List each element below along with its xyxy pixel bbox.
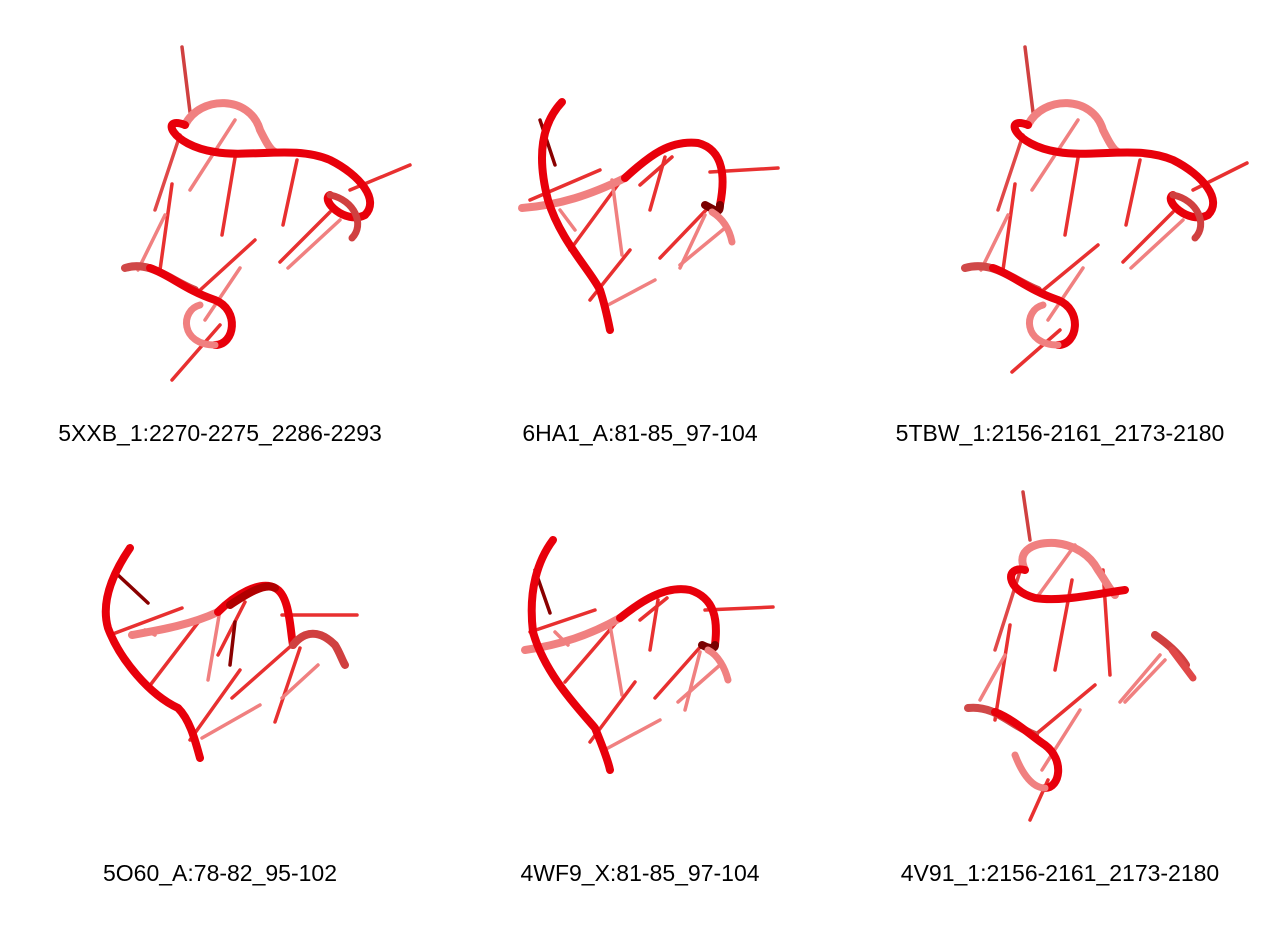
structure-panel-6ha1: 6HA1_A:81-85_97-104 (440, 0, 840, 460)
structure-label: 4V91_1:2156-2161_2173-2180 (900, 860, 1220, 886)
structure-panel-5xxb: 5XXB_1:2270-2275_2286-2293 (20, 0, 420, 460)
rna-structure-render (964, 490, 1197, 822)
rna-structure-render (518, 98, 780, 334)
structure-panel-4v91: 4V91_1:2156-2161_2173-2180 (860, 470, 1260, 930)
structure-panel-5o60: 5O60_A:78-82_95-102 (20, 470, 420, 930)
structure-label: 5TBW_1:2156-2161_2173-2180 (895, 420, 1225, 446)
structure-panel-5tbw: 5TBW_1:2156-2161_2173-2180 (860, 0, 1260, 460)
rna-structure-render (521, 536, 775, 774)
structure-panel-4wf9: 4WF9_X:81-85_97-104 (440, 470, 840, 930)
rna-structure-render (961, 45, 1249, 374)
rna-structure-render (101, 544, 359, 762)
structure-label: 5XXB_1:2270-2275_2286-2293 (58, 420, 382, 446)
rna-structure-render (121, 45, 412, 382)
structure-label: 5O60_A:78-82_95-102 (102, 860, 338, 886)
structure-label: 4WF9_X:81-85_97-104 (520, 860, 760, 886)
structure-label: 6HA1_A:81-85_97-104 (522, 420, 758, 446)
